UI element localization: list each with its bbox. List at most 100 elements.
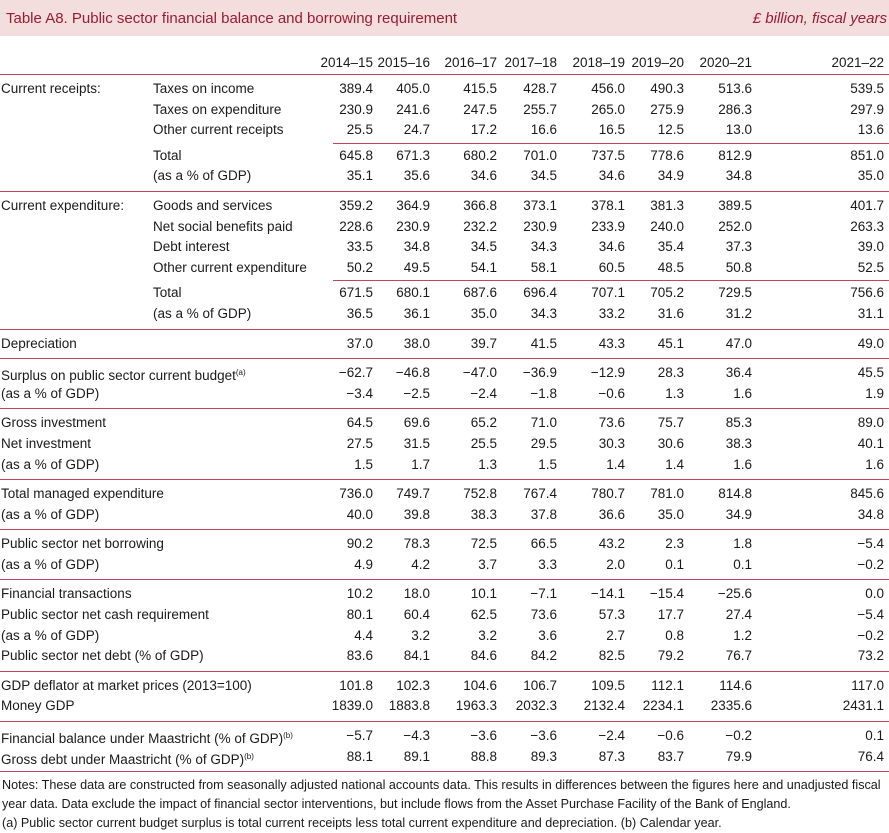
cell-value: 106.7: [523, 677, 557, 693]
table-row: (as a % of GDP) 4.4 3.2 3.2 3.6 2.7 0.8 1.2 −0.2: [0, 626, 889, 647]
cell-value: 66.5: [530, 536, 557, 552]
cell-value: 89.3: [530, 748, 557, 764]
cell-value: 767.4: [523, 486, 557, 502]
footnote-marker: (a): [235, 368, 246, 378]
cell-value: 513.6: [718, 81, 752, 96]
cell-value: 37.8: [530, 506, 557, 522]
note-main: Notes: These data are constructed from s…: [2, 778, 881, 812]
row-label-text: Depreciation: [1, 335, 77, 351]
row-sublabel: Other current receipts: [153, 122, 284, 138]
row-label: (as a % of GDP): [1, 455, 99, 476]
row-label-text: Financial balance under Maastricht (% of…: [1, 731, 284, 747]
row-label: Net investment: [1, 434, 91, 455]
cell-value: 35.0: [470, 305, 497, 321]
cell-value: 1.9: [865, 385, 884, 401]
cell-value: 428.7: [523, 81, 557, 96]
row-group: Depreciation 37.0 38.0 39.7 41.5 43.3 45.1 47.0…: [0, 330, 889, 360]
table-row: Other current expenditure 50.2 49.5 54.1 58.…: [0, 258, 889, 279]
table-row: Net investment 27.5 31.5 25.5 29.5 30.3 30.6 38…: [0, 434, 889, 455]
cell-value: 701.0: [523, 147, 557, 163]
cell-value: 1.8: [733, 536, 752, 552]
row-group: Surplus on public sector current budget(…: [0, 359, 889, 410]
cell-value: −12.9: [590, 365, 625, 381]
table-row: (as a % of GDP) 40.0 39.8 38.3 37.8 36.6 35.0 3…: [0, 505, 889, 526]
cell-value: 89.1: [403, 748, 430, 764]
cell-value: −47.0: [462, 365, 497, 381]
cell-value: 1.4: [606, 456, 625, 472]
row-label-text: Public sector net debt (% of GDP): [1, 648, 204, 664]
table-row: Net social benefits paid 228.6 230.9 232.2 2…: [0, 217, 889, 238]
cell-value: 25.5: [346, 122, 373, 138]
cell-value: 10.2: [346, 586, 373, 602]
cell-value: 34.3: [530, 239, 557, 255]
cell-value: 1.4: [665, 456, 684, 472]
cell-value: 16.5: [598, 122, 625, 138]
cell-value: 233.9: [591, 218, 625, 234]
cell-value: 3.3: [538, 556, 557, 572]
table-title: Table A8. Public sector financial balanc…: [6, 9, 458, 27]
table-title-bar: Table A8. Public sector financial balanc…: [0, 0, 889, 36]
table-row: Other current receipts 25.5 24.7 17.2 16.6 16…: [0, 120, 889, 141]
cell-value: −2.5: [403, 385, 430, 401]
table-row: Total 645.8 671.3 680.2 701.0 737.5 778.6 812.9…: [0, 146, 889, 167]
cell-value: 41.5: [530, 335, 557, 351]
cell-value: 104.6: [463, 677, 497, 693]
cell-value: 230.9: [396, 218, 430, 234]
cell-value: 43.2: [598, 536, 625, 552]
cell-value: 2335.6: [710, 698, 752, 714]
row-group: Gross investment 64.5 69.6 65.2 71.0 73.6 75.7…: [0, 409, 889, 481]
table-row: Gross debt under Maastricht (% of GDP)(b…: [0, 747, 889, 768]
cell-value: 34.8: [403, 239, 430, 255]
cell-value: 1.5: [538, 456, 557, 472]
cell-value: 366.8: [463, 197, 497, 213]
cell-value: 401.7: [850, 197, 884, 213]
cell-value: 381.3: [650, 197, 684, 213]
table-row: Gross investment 64.5 69.6 65.2 71.0 73.6 75.7…: [0, 413, 889, 434]
cell-value: 38.3: [725, 435, 752, 451]
row-group: Public sector net borrowing 90.2 78.3 72.5 6…: [0, 530, 889, 581]
cell-value: 50.8: [725, 259, 752, 275]
cell-value: 0.1: [865, 728, 884, 744]
cell-value: 737.5: [591, 147, 625, 163]
row-group: Current expenditure: Goods and services 35…: [0, 192, 889, 330]
cell-value: 752.8: [463, 486, 497, 502]
cell-value: 34.6: [598, 168, 625, 184]
cell-value: −1.8: [530, 385, 557, 401]
cell-value: 17.7: [657, 607, 684, 623]
cell-value: 3.7: [478, 556, 497, 572]
cell-value: 10.1: [470, 586, 497, 602]
cell-value: −0.2: [725, 728, 752, 744]
cell-value: 80.1: [346, 607, 373, 623]
cell-value: 13.0: [725, 122, 752, 138]
cell-value: 89.0: [857, 415, 884, 431]
cell-value: 13.6: [857, 122, 884, 138]
cell-value: 34.3: [530, 305, 557, 321]
cell-value: 49.0: [857, 335, 884, 351]
cell-value: 71.0: [530, 415, 557, 431]
row-label-text: (as a % of GDP): [1, 506, 100, 522]
column-header-year: 2020–21: [699, 55, 752, 70]
cell-value: 0.0: [865, 586, 884, 602]
cell-value: 52.5: [857, 259, 884, 275]
table-row: Money GDP 1839.0 1883.8 1963.3 2032.3 2132.4 2…: [0, 696, 889, 717]
row-label: Gross investment: [1, 413, 106, 434]
row-group: Financial transactions 10.2 18.0 10.1 −7.1 −1…: [0, 580, 889, 672]
row-label-text: Money GDP: [1, 698, 75, 714]
note-footnotes: (a) Public sector current budget surplus…: [2, 816, 722, 831]
cell-value: 24.7: [403, 122, 430, 138]
cell-value: 34.8: [725, 168, 752, 184]
cell-value: 297.9: [850, 101, 884, 117]
row-sublabel: Debt interest: [153, 239, 230, 255]
cell-value: 34.5: [530, 168, 557, 184]
row-sublabel: (as a % of GDP): [153, 168, 252, 184]
cell-value: 415.5: [463, 81, 497, 96]
cell-value: 1.5: [354, 456, 373, 472]
cell-value: 1.7: [411, 456, 430, 472]
table-row: Current receipts: Taxes on income 389.4 405…: [0, 79, 889, 100]
cell-value: −15.4: [649, 586, 684, 602]
cell-value: 18.0: [403, 586, 430, 602]
row-label: Total managed expenditure: [1, 484, 164, 505]
table-row: GDP deflator at market prices (2013=100)…: [0, 676, 889, 697]
cell-value: −5.4: [857, 536, 884, 552]
table-row: Financial balance under Maastricht (% of…: [0, 726, 889, 747]
